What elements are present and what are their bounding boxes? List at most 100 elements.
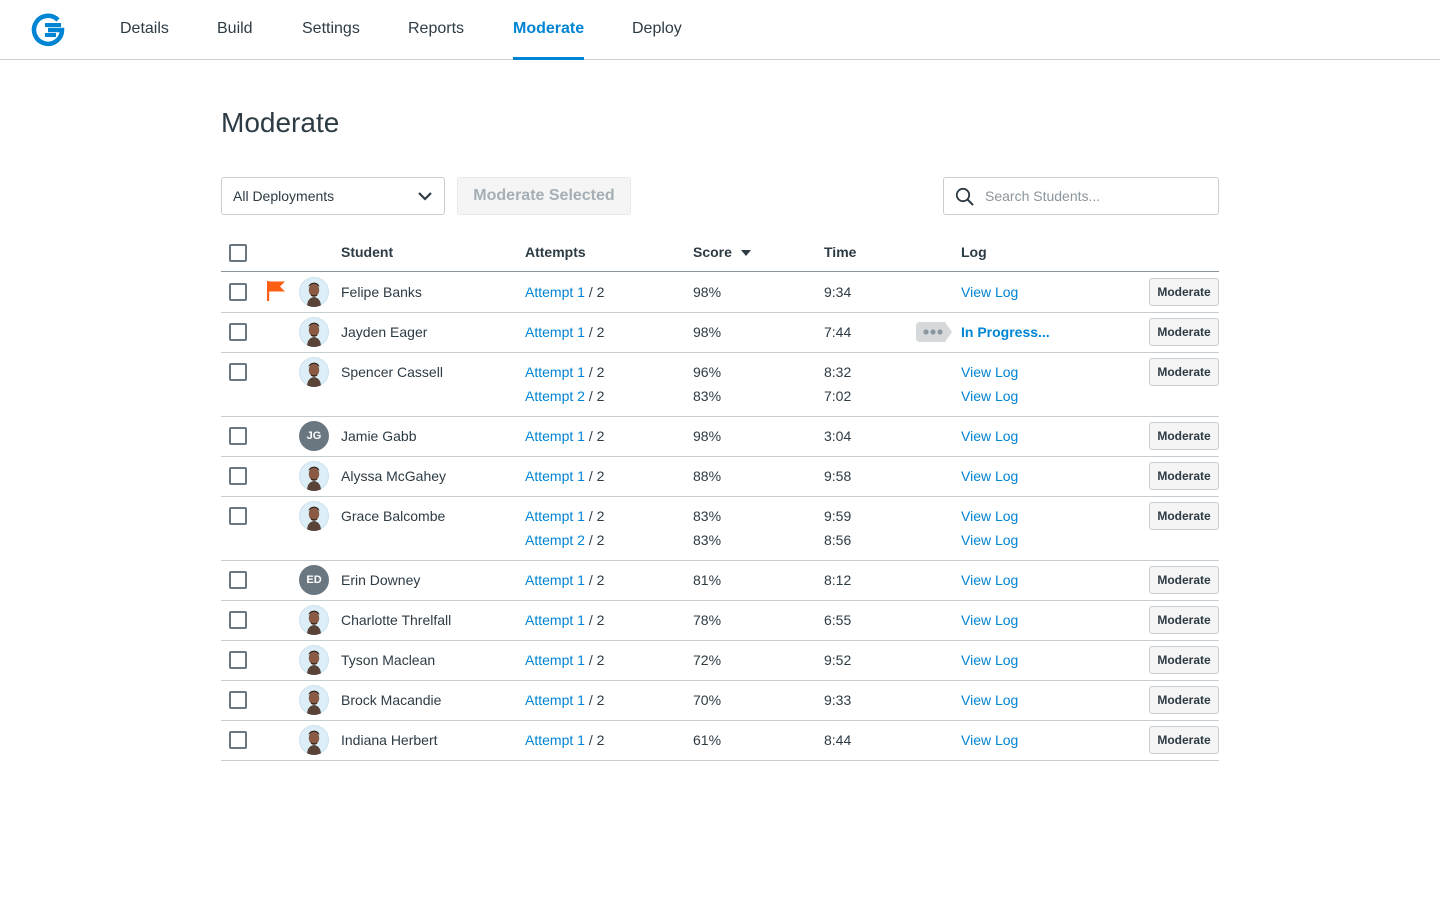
moderate-button[interactable]: Moderate bbox=[1149, 726, 1219, 754]
tab-moderate[interactable]: Moderate bbox=[513, 0, 585, 60]
moderate-button[interactable]: Moderate bbox=[1149, 318, 1219, 346]
table-header-divider bbox=[221, 271, 1219, 272]
attempt-link[interactable]: Attempt 1 bbox=[525, 508, 585, 524]
attempts-total: / 2 bbox=[588, 532, 605, 548]
tab-build[interactable]: Build bbox=[217, 20, 253, 37]
row-checkbox[interactable] bbox=[229, 427, 247, 445]
score: 81% bbox=[693, 572, 722, 588]
score: 72% bbox=[693, 652, 722, 668]
attempt-link[interactable]: Attempt 1 bbox=[525, 612, 585, 628]
column-header-score[interactable]: Score bbox=[693, 243, 751, 261]
row-checkbox[interactable] bbox=[229, 611, 247, 629]
view-log-link[interactable]: View Log bbox=[961, 732, 1019, 748]
attempt-link[interactable]: Attempt 1 bbox=[525, 428, 585, 444]
view-log-link[interactable]: View Log bbox=[961, 364, 1019, 380]
time: 8:12 bbox=[824, 572, 852, 588]
top-nav: Details Build Settings Reports Moderate … bbox=[0, 0, 1440, 60]
row-checkbox[interactable] bbox=[229, 363, 247, 381]
view-log-link[interactable]: View Log bbox=[961, 468, 1019, 484]
row-checkbox[interactable] bbox=[229, 467, 247, 485]
attempts-total: / 2 bbox=[588, 284, 605, 300]
avatar bbox=[299, 277, 329, 307]
search-box[interactable] bbox=[943, 177, 1219, 215]
time: 8:32 bbox=[824, 364, 852, 380]
view-log-link[interactable]: View Log bbox=[961, 532, 1019, 548]
moderate-button[interactable]: Moderate bbox=[1149, 646, 1219, 674]
attempt-link[interactable]: Attempt 1 bbox=[525, 468, 585, 484]
view-log-link[interactable]: View Log bbox=[961, 428, 1019, 444]
moderate-button[interactable]: Moderate bbox=[1149, 686, 1219, 714]
attempt-cell: Attempt 1 / 2 bbox=[525, 467, 604, 485]
attempt-cell: Attempt 1 / 2 bbox=[525, 691, 604, 709]
tab-deploy[interactable]: Deploy bbox=[632, 20, 682, 37]
avatar bbox=[299, 605, 329, 635]
moderate-button[interactable]: Moderate bbox=[1149, 502, 1219, 530]
view-log-link[interactable]: View Log bbox=[961, 612, 1019, 628]
attempts-total: / 2 bbox=[588, 612, 605, 628]
tab-reports[interactable]: Reports bbox=[408, 20, 465, 37]
attempt-link[interactable]: Attempt 1 bbox=[525, 572, 585, 588]
search-input[interactable] bbox=[985, 178, 1205, 214]
row-checkbox[interactable] bbox=[229, 731, 247, 749]
attempt-link[interactable]: Attempt 1 bbox=[525, 284, 585, 300]
row-divider bbox=[221, 456, 1219, 457]
time: 7:02 bbox=[824, 388, 852, 404]
time: 7:44 bbox=[824, 324, 852, 340]
attempt-link[interactable]: Attempt 1 bbox=[525, 652, 585, 668]
attempt-link[interactable]: Attempt 2 bbox=[525, 532, 585, 548]
view-log-link[interactable]: View Log bbox=[961, 652, 1019, 668]
view-log-link[interactable]: View Log bbox=[961, 572, 1019, 588]
student-name: Spencer Cassell bbox=[341, 364, 443, 380]
score: 83% bbox=[693, 388, 722, 404]
avatar bbox=[299, 725, 329, 755]
row-checkbox[interactable] bbox=[229, 323, 247, 341]
view-log-link[interactable]: View Log bbox=[961, 284, 1019, 300]
column-header-score-label: Score bbox=[693, 244, 732, 260]
row-checkbox[interactable] bbox=[229, 507, 247, 525]
attempt-cell: Attempt 2 / 2 bbox=[525, 387, 604, 405]
page-title: Moderate bbox=[221, 107, 340, 138]
row-divider bbox=[221, 600, 1219, 601]
score: 88% bbox=[693, 468, 722, 484]
avatar bbox=[299, 461, 329, 491]
moderate-button[interactable]: Moderate bbox=[1149, 358, 1219, 386]
attempt-link[interactable]: Attempt 1 bbox=[525, 692, 585, 708]
attempt-link[interactable]: Attempt 2 bbox=[525, 388, 585, 404]
attempt-cell: Attempt 1 / 2 bbox=[525, 363, 604, 381]
app-logo-icon[interactable] bbox=[31, 13, 65, 47]
row-checkbox[interactable] bbox=[229, 651, 247, 669]
student-name: Felipe Banks bbox=[341, 284, 422, 300]
view-log-link[interactable]: View Log bbox=[961, 388, 1019, 404]
attempts-total: / 2 bbox=[588, 572, 605, 588]
attempt-link[interactable]: Attempt 1 bbox=[525, 364, 585, 380]
row-divider bbox=[221, 352, 1219, 353]
moderate-button[interactable]: Moderate bbox=[1149, 462, 1219, 490]
tab-details[interactable]: Details bbox=[120, 20, 169, 37]
view-log-link[interactable]: View Log bbox=[961, 692, 1019, 708]
in-progress-link[interactable]: In Progress... bbox=[961, 324, 1050, 340]
moderate-button[interactable]: Moderate bbox=[1149, 278, 1219, 306]
row-checkbox[interactable] bbox=[229, 283, 247, 301]
tab-settings[interactable]: Settings bbox=[302, 20, 360, 37]
score: 61% bbox=[693, 732, 722, 748]
attempt-link[interactable]: Attempt 1 bbox=[525, 324, 585, 340]
row-divider bbox=[221, 760, 1219, 761]
flag-icon[interactable] bbox=[266, 280, 286, 302]
column-header-attempts: Attempts bbox=[525, 244, 586, 260]
moderate-selected-button[interactable]: Moderate Selected bbox=[457, 177, 631, 215]
moderate-button[interactable]: Moderate bbox=[1149, 606, 1219, 634]
student-name: Jamie Gabb bbox=[341, 428, 417, 444]
deployment-select-value: All Deployments bbox=[233, 188, 335, 204]
moderate-button[interactable]: Moderate bbox=[1149, 566, 1219, 594]
deployment-select[interactable]: All Deployments bbox=[221, 177, 445, 215]
row-checkbox[interactable] bbox=[229, 691, 247, 709]
student-name: Charlotte Threlfall bbox=[341, 612, 452, 628]
column-header-log: Log bbox=[961, 244, 987, 260]
attempts-total: / 2 bbox=[588, 732, 605, 748]
student-name: Grace Balcombe bbox=[341, 508, 446, 524]
attempt-link[interactable]: Attempt 1 bbox=[525, 732, 585, 748]
row-checkbox[interactable] bbox=[229, 571, 247, 589]
view-log-link[interactable]: View Log bbox=[961, 508, 1019, 524]
moderate-button[interactable]: Moderate bbox=[1149, 422, 1219, 450]
select-all-checkbox[interactable] bbox=[229, 244, 247, 262]
